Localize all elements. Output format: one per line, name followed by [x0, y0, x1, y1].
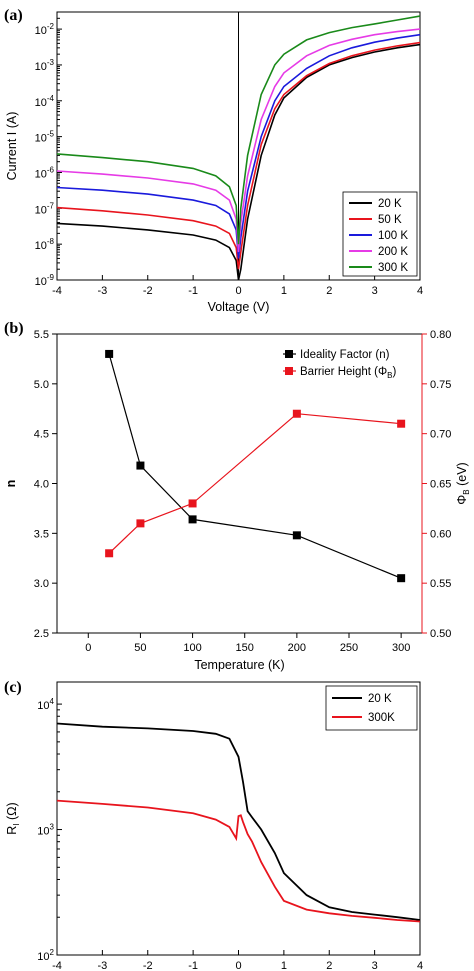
y-tick-label: 10-5	[35, 130, 55, 145]
series-marker-1	[105, 549, 114, 558]
x-tick-label: 200	[288, 642, 306, 654]
x-tick-label: -2	[143, 960, 153, 971]
x-tick-label: 0	[235, 960, 241, 971]
x-tick-label: -2	[143, 285, 153, 297]
series-marker-0	[397, 574, 406, 583]
y-axis-title: Current I (A)	[5, 112, 19, 181]
series-line-20K	[56, 43, 421, 281]
left-y-tick-label: 4.5	[34, 429, 49, 441]
x-tick-label: 300	[392, 642, 410, 654]
x-tick-label: 150	[236, 642, 254, 654]
x-tick-label: 1	[281, 960, 287, 971]
x-tick-label: 3	[372, 285, 378, 297]
x-tick-label: 2	[326, 960, 332, 971]
legend-a-entry: 100 K	[378, 230, 408, 242]
series-marker-1	[397, 419, 406, 428]
x-tick-label: 0	[85, 642, 91, 654]
series-line-1	[108, 413, 402, 554]
right-y-tick-label: 0.80	[430, 329, 451, 341]
x-tick-label: -1	[188, 285, 198, 297]
x-tick-label: -4	[52, 285, 62, 297]
x-axis-title: Voltage (V)	[208, 300, 270, 314]
y-tick-label: 104	[37, 697, 54, 712]
x-tick-label: 2	[326, 285, 332, 297]
right-y-tick-label: 0.75	[430, 379, 451, 391]
series-line-300K	[56, 799, 421, 923]
legend-a: 20 K 50 K 100 K 200 K 300 K	[342, 191, 418, 277]
panel-a: (a) -4 -3 -2 -1 0 1 2 3 4 10-9 10-8 10-7 10-6 10-5 10-4…	[4, 7, 423, 314]
series-line-300K	[56, 15, 421, 245]
y-tick-label: 103	[37, 823, 54, 838]
series-marker-0	[188, 515, 197, 524]
legend-b-entry: Barrier Height (ΦB)	[300, 366, 397, 380]
y-axis-title: RI (Ω)	[5, 802, 21, 834]
y-tick-label: 102	[37, 948, 54, 963]
left-y-tick-label: 4.0	[34, 479, 49, 491]
panel-a-label: (a)	[4, 7, 23, 24]
x-tick-label: 3	[372, 960, 378, 971]
y-tick-label: 10-8	[35, 237, 55, 252]
legend-c-entry: 20 K	[368, 693, 392, 705]
x-tick-label: 1	[281, 285, 287, 297]
legend-c: 20 K 300K	[325, 685, 418, 731]
legend-b: Ideality Factor (n) Barrier Height (ΦB)	[283, 349, 397, 380]
left-y-tick-label: 5.0	[34, 379, 49, 391]
left-y-tick-label: 3.5	[34, 528, 49, 540]
right-y-tick-label: 0.70	[430, 429, 451, 441]
x-axis-title: Temperature (K)	[194, 658, 284, 672]
series-marker-0	[105, 349, 114, 358]
legend-a-entry: 300 K	[378, 262, 408, 274]
panel-c-label: (c)	[4, 679, 22, 696]
legend-b-entry: Ideality Factor (n)	[300, 349, 390, 361]
panel-c: (c)-4-3-2-101234102103104V (V)RI (Ω)20 K…	[4, 679, 423, 971]
series-line-200K	[56, 28, 421, 253]
series-line-50K	[56, 41, 421, 270]
legend-c-box	[325, 685, 418, 731]
x-tick-label: -4	[52, 960, 62, 971]
series-marker-0	[136, 461, 145, 470]
series-line-20K	[56, 722, 421, 921]
x-tick-label: 250	[340, 642, 358, 654]
y-tick-label: 10-4	[35, 94, 55, 109]
panel-b-label: (b)	[4, 320, 24, 337]
series-line-0	[108, 353, 402, 579]
series-line-100K	[56, 33, 421, 259]
y-tick-label: 10-9	[35, 273, 55, 288]
y-tick-label: 10-6	[35, 165, 55, 180]
legend-b-swatch-marker	[285, 350, 293, 358]
series-marker-0	[292, 531, 301, 540]
left-y-tick-label: 2.5	[34, 628, 49, 640]
series-marker-1	[188, 499, 197, 508]
x-tick-label: -1	[188, 960, 198, 971]
y-tick-label: 10-7	[35, 201, 55, 216]
x-tick-label: 4	[417, 960, 423, 971]
y-tick-label: 10-3	[35, 58, 55, 73]
y-tick-label: 10-2	[35, 22, 55, 37]
legend-c-entry: 300K	[368, 712, 395, 724]
right-y-axis-title: ΦB (eV)	[455, 462, 471, 504]
right-y-tick-label: 0.65	[430, 479, 451, 491]
right-y-tick-label: 0.50	[430, 628, 451, 640]
legend-b-swatch-marker	[285, 367, 293, 375]
x-tick-label: -3	[97, 960, 107, 971]
left-y-tick-label: 3.0	[34, 578, 49, 590]
series-marker-1	[136, 519, 145, 528]
right-y-tick-label: 0.60	[430, 528, 451, 540]
legend-a-entry: 50 K	[378, 214, 402, 226]
left-y-tick-label: 5.5	[34, 329, 49, 341]
left-y-axis-title: n	[4, 480, 18, 488]
legend-a-entry: 20 K	[378, 198, 402, 210]
x-tick-label: 0	[235, 285, 241, 297]
x-tick-label: 100	[183, 642, 201, 654]
x-tick-label: 50	[134, 642, 146, 654]
series-marker-1	[292, 409, 301, 418]
x-tick-label: 4	[417, 285, 423, 297]
panel-b: (b) 0 50 100 150 200 250 300 2.5 3.0 3.5 4.0 4.5 5.0 5…	[4, 320, 471, 672]
x-tick-label: -3	[97, 285, 107, 297]
right-y-tick-label: 0.55	[430, 578, 451, 590]
legend-a-entry: 200 K	[378, 246, 408, 258]
